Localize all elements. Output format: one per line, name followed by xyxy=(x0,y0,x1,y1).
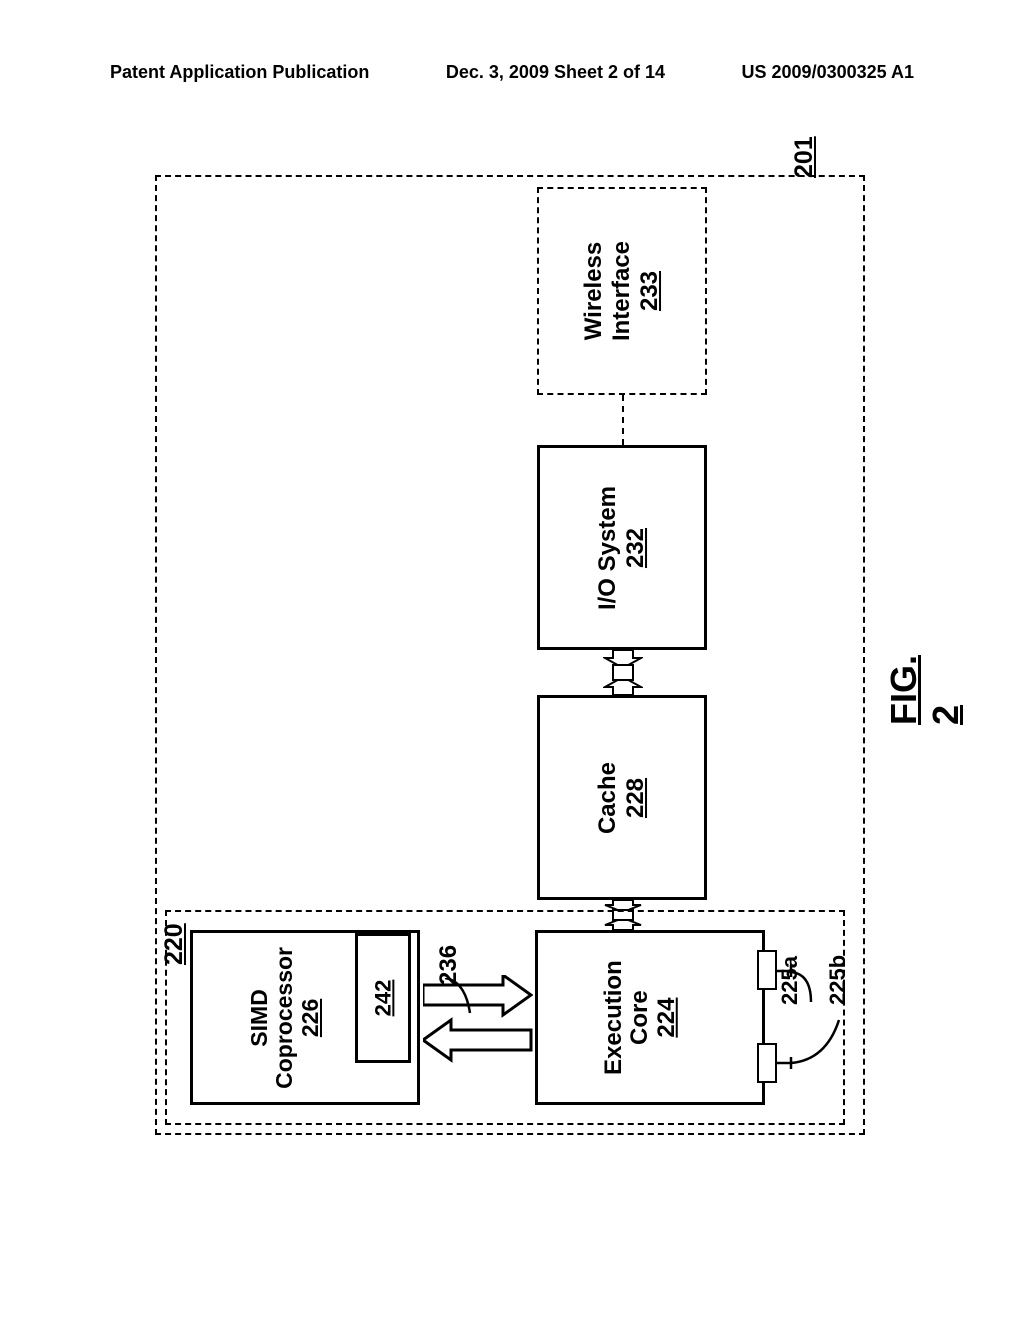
outer-ref-label: 201 xyxy=(790,136,819,178)
wireless-io-connector xyxy=(622,395,624,445)
iosys-text: I/O System 232 xyxy=(594,485,650,609)
ref-236-leader-icon xyxy=(440,978,480,1018)
inner-ref-label: 220 xyxy=(160,923,189,965)
wireless-line1: Wireless xyxy=(580,242,607,341)
simd-ref: 226 xyxy=(297,998,323,1036)
cache-ref: 228 xyxy=(622,777,649,817)
page: Patent Application Publication Dec. 3, 2… xyxy=(0,0,1024,1320)
simd-text: SIMD Coprocessor 226 xyxy=(247,947,323,1089)
exec-ref: 224 xyxy=(652,997,679,1037)
exec-line1: Execution xyxy=(599,960,626,1075)
cache-text: Cache 228 xyxy=(594,761,650,833)
io-cache-arrow-icon xyxy=(603,650,643,695)
iosys-ref: 232 xyxy=(622,527,649,567)
header-right: US 2009/0300325 A1 xyxy=(742,62,914,83)
reg-242-ref: 242 xyxy=(370,980,396,1017)
io-system-block: I/O System 232 xyxy=(537,445,707,650)
exec-line2: Core xyxy=(626,990,653,1045)
wireless-text: Wireless Interface 233 xyxy=(580,241,664,341)
wireless-ref: 233 xyxy=(636,271,663,311)
ref-225b-leader-icon xyxy=(791,1015,851,1065)
cache-line1: Cache xyxy=(594,761,621,833)
exec-text: Execution Core 224 xyxy=(600,960,679,1075)
cache-block: Cache 228 xyxy=(537,695,707,900)
simd-line2: Coprocessor xyxy=(271,947,297,1089)
iosys-line1: I/O System xyxy=(594,485,621,609)
ref-225a-leader-icon xyxy=(791,972,831,1012)
wireless-interface-block: Wireless Interface 233 xyxy=(537,187,707,395)
header-left: Patent Application Publication xyxy=(110,62,369,83)
diagram: 201 Wireless Interface 233 I/O System 23… xyxy=(155,175,865,1155)
simd-line1: SIMD xyxy=(246,989,272,1047)
page-header: Patent Application Publication Dec. 3, 2… xyxy=(0,62,1024,83)
execution-core-block: Execution Core 224 xyxy=(535,930,765,1105)
wireless-line2: Interface xyxy=(608,241,635,341)
header-center: Dec. 3, 2009 Sheet 2 of 14 xyxy=(446,62,665,83)
reg-242-block: 242 xyxy=(355,933,411,1063)
figure-label: FIG. 2 xyxy=(883,655,967,725)
